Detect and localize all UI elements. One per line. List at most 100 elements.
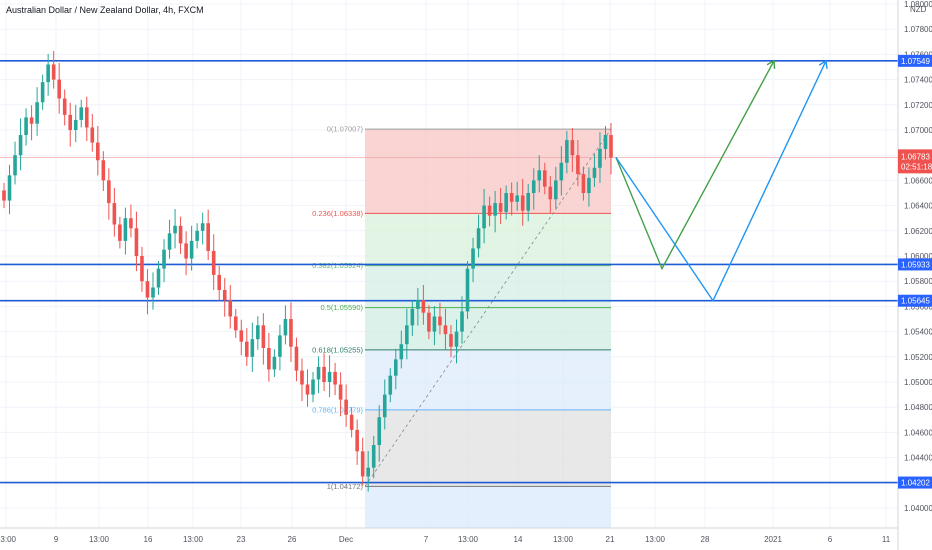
candle-body (427, 312, 431, 332)
candle-body (140, 256, 144, 282)
candle-body (592, 167, 597, 178)
x-tick-label: 7 (424, 535, 429, 544)
candle-body (366, 467, 370, 477)
x-tick-label: 9 (54, 535, 59, 544)
candle-body (471, 248, 475, 269)
candle-body (482, 205, 486, 229)
price-badge (898, 54, 932, 67)
fib-level-label: 0.5(1.05590) (320, 303, 363, 312)
y-tick-label: 1.05200 (904, 353, 932, 362)
candle-body (195, 230, 199, 241)
candle-body (206, 223, 210, 251)
candle-body (603, 135, 608, 149)
candle-body (35, 102, 39, 124)
candle-body (460, 311, 464, 332)
x-tick-label: 21 (606, 535, 615, 544)
candle-body (272, 356, 277, 370)
candle-body (129, 218, 133, 229)
candle-body (294, 346, 299, 371)
y-tick-label: 1.07400 (904, 76, 932, 85)
x-tick-label: 16 (144, 535, 153, 544)
candle-body (233, 316, 238, 331)
current-price-label: 1.06783 (901, 152, 930, 161)
x-tick-label: 13:00 (0, 535, 17, 544)
candle-body (438, 316, 442, 326)
candle-body (570, 140, 575, 156)
candle-body (432, 316, 437, 332)
y-tick-label: 1.05400 (904, 328, 932, 337)
candle-body (487, 205, 492, 216)
candle-body (542, 170, 547, 187)
candle-body (107, 180, 111, 204)
candle-body (184, 243, 188, 259)
candle-body (189, 240, 194, 259)
candle-body (156, 268, 161, 288)
candle-body (178, 225, 183, 244)
y-tick-label: 1.04000 (904, 504, 932, 513)
fib-zone (365, 307, 611, 350)
candle-body (90, 127, 95, 143)
x-tick-label: 13:00 (89, 535, 110, 544)
candle-body (382, 394, 387, 418)
y-tick-label: 1.08000 (904, 0, 932, 9)
y-tick-label: 1.06200 (904, 227, 932, 236)
fib-level-label: 0.618(1.05255) (312, 345, 363, 354)
projection-path[interactable] (615, 60, 827, 303)
candle-body (498, 203, 503, 212)
candle-body (96, 142, 100, 161)
price-badge-label: 1.05933 (901, 260, 930, 269)
x-tick-label: 28 (701, 535, 710, 544)
price-badge-label: 1.04202 (901, 479, 930, 488)
candle-body (228, 300, 233, 317)
projection-path[interactable] (615, 60, 775, 271)
fib-level-label: 1(1.04172) (327, 482, 364, 491)
candle-body (62, 98, 67, 115)
x-tick-label: 13:00 (553, 535, 574, 544)
candle-body (454, 331, 459, 347)
y-tick-label: 1.07200 (904, 101, 932, 110)
price-badge (898, 294, 932, 307)
y-tick-label: 1.04800 (904, 403, 932, 412)
y-tick-label: 1.06000 (904, 252, 932, 261)
candle-body (2, 190, 6, 201)
candle-body (449, 334, 453, 347)
price-badge-label: 1.05645 (901, 297, 930, 306)
candle-body (405, 325, 409, 345)
fib-extension-zone (365, 486, 611, 528)
candle-body (327, 371, 332, 382)
candle-body (40, 82, 45, 103)
y-tick-label: 1.05000 (904, 378, 932, 387)
candle-body (112, 203, 117, 225)
candle-body (476, 228, 481, 249)
candle-body (416, 300, 420, 309)
candle-body (537, 170, 542, 181)
candle-body (200, 223, 205, 231)
candle-body (118, 224, 122, 241)
candle-body (222, 290, 227, 301)
price-badge (898, 258, 932, 271)
candle-body (322, 366, 326, 382)
candle-body (173, 225, 177, 234)
fib-level-label: 0(1.07007) (327, 125, 364, 134)
candle-body (250, 339, 255, 357)
candle-body (73, 119, 78, 130)
candle-body (393, 359, 398, 376)
candle-body (57, 79, 61, 99)
candle-body (289, 319, 293, 347)
candle-body (134, 228, 139, 256)
y-tick-label: 1.07000 (904, 126, 932, 135)
candle-body (256, 325, 260, 340)
candle-body (509, 193, 514, 202)
y-tick-label: 1.06400 (904, 202, 932, 211)
candle-body (493, 203, 497, 216)
candle-body (68, 114, 73, 130)
fib-zone (365, 213, 611, 266)
candle-body (51, 64, 56, 80)
candle-body (316, 366, 321, 380)
price-badge-label: 1.07549 (901, 57, 930, 66)
candle-body (371, 445, 376, 468)
candle-body (388, 375, 393, 395)
y-tick-label: 1.05800 (904, 277, 932, 286)
